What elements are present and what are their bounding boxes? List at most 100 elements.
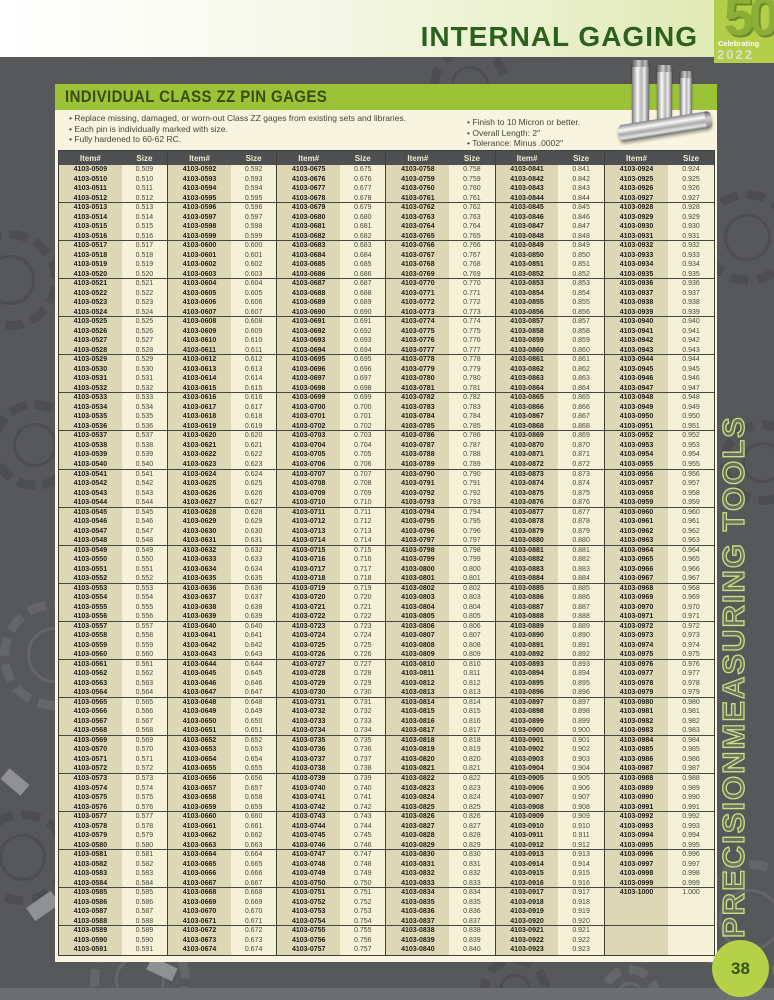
table-row: 4103-0908 0.908 [495, 802, 604, 813]
size-cell: 0.907 [558, 793, 604, 803]
table-row: 4103-0528 0.528 [59, 345, 168, 356]
table-column-pair: Item# Size 4103-0841 0.841 4103-0842 0.842 410… [495, 151, 605, 955]
table-row: 4103-0580 0.580 [59, 840, 168, 851]
size-cell: 0.816 [449, 716, 495, 727]
item-number-cell: 4103-0675 [277, 165, 341, 175]
size-cell: 0.818 [449, 735, 495, 746]
size-cell: 0.943 [668, 345, 714, 355]
item-number-cell: 4103-0615 [168, 383, 231, 393]
table-row: 4103-0992 0.992 [604, 812, 714, 822]
item-number-cell: 4103-0879 [495, 526, 559, 537]
table-row: 4103-0707 0.707 [277, 469, 386, 480]
item-number-cell: 4103-0598 [168, 222, 231, 232]
table-row: 4103-0662 0.662 [168, 831, 277, 841]
size-cell: 0.968 [668, 583, 714, 594]
item-number-cell: 4103-0519 [59, 260, 122, 270]
size-cell: 0.697 [340, 374, 386, 384]
item-number-cell: 4103-0847 [495, 222, 559, 232]
table-row: 4103-0548 0.548 [59, 536, 168, 546]
size-cell: 0.995 [668, 840, 714, 850]
table-row: 4103-0832 0.832 [386, 869, 495, 879]
item-number-cell: 4103-0795 [386, 517, 450, 527]
table-row: 4103-0739 0.739 [277, 774, 386, 784]
item-number-cell: 4103-0693 [277, 336, 341, 346]
table-row: 4103-0682 0.682 [277, 231, 386, 242]
size-cell: 0.967 [668, 574, 714, 583]
size-cell: 0.700 [340, 402, 386, 413]
table-row: 4103-0966 0.966 [604, 564, 714, 575]
item-number-cell: 4103-0661 [168, 821, 231, 832]
table-row: 4103-0846 0.846 [495, 212, 604, 223]
item-number-cell: 4103-0666 [168, 869, 231, 879]
table-row: 4103-0830 0.830 [386, 850, 495, 860]
side-vertical-text: PRECISIONMEASURING TOOLS [715, 415, 751, 939]
item-number-cell: 4103-0761 [386, 193, 450, 203]
table-row: 4103-0990 0.990 [604, 793, 714, 803]
item-number-cell: 4103-0606 [168, 298, 231, 308]
table-row: 4103-0769 0.769 [386, 269, 495, 280]
item-number-cell: 4103-0751 [277, 888, 341, 898]
size-cell: 0.684 [340, 250, 386, 261]
item-number-cell: 4103-0853 [495, 279, 559, 289]
size-cell: 0.529 [121, 355, 168, 365]
item-number-cell: 4103-0552 [59, 574, 122, 583]
item-number-cell: 4103-0906 [495, 783, 559, 794]
table-row: 4103-0765 0.765 [386, 231, 495, 242]
size-cell: 0.550 [121, 555, 168, 565]
item-number-cell: 4103-0960 [604, 507, 669, 518]
table-row: 4103-0712 0.712 [277, 517, 386, 527]
size-cell: 0.812 [449, 678, 495, 689]
table-row: 4103-0938 0.938 [604, 298, 714, 308]
table-row: 4103-0603 0.603 [168, 269, 277, 280]
item-number-cell: 4103-0913 [495, 850, 559, 860]
item-number-cell: 4103-0921 [495, 926, 559, 936]
item-number-cell [604, 926, 669, 936]
size-cell: 0.680 [340, 212, 386, 223]
table-row: 4103-0991 0.991 [604, 802, 714, 813]
item-number-cell: 4103-0566 [59, 707, 122, 717]
table-row: 4103-0847 0.847 [495, 222, 604, 232]
table-row: 4103-0890 0.890 [495, 631, 604, 641]
size-cell: 0.662 [230, 831, 277, 841]
item-number-cell: 4103-0899 [495, 716, 559, 727]
size-cell: 0.800 [449, 564, 495, 575]
size-cell: 0.822 [449, 774, 495, 784]
table-row: 4103-0643 0.643 [168, 650, 277, 660]
item-number-cell: 4103-0534 [59, 402, 122, 413]
size-cell: 0.909 [558, 812, 604, 822]
item-number-cell: 4103-0780 [386, 374, 450, 384]
size-cell: 0.784 [449, 412, 495, 422]
item-number-cell: 4103-0975 [604, 650, 669, 659]
size-cell: 0.895 [558, 678, 604, 689]
size-cell: 0.601 [230, 250, 277, 261]
table-row: 4103-0678 0.678 [277, 193, 386, 204]
size-cell: 0.692 [340, 326, 386, 337]
table-rows: 4103-0675 0.675 4103-0676 0.676 4103-0677 0.6… [277, 165, 386, 955]
size-cell: 0.755 [340, 926, 386, 936]
size-cell: 0.753 [340, 907, 386, 917]
table-row: 4103-0984 0.984 [604, 735, 714, 746]
table-row: 4103-0771 0.771 [386, 288, 495, 299]
table-row: 4103-0702 0.702 [277, 421, 386, 432]
item-number-cell: 4103-0862 [495, 364, 559, 375]
size-cell: 0.947 [668, 383, 714, 393]
pin-gage-image [657, 65, 672, 125]
item-number-cell: 4103-0536 [59, 421, 122, 431]
size-cell: 0.592 [230, 165, 277, 175]
size-cell: 0.530 [121, 364, 168, 375]
item-number-cell: 4103-0877 [495, 507, 559, 518]
table-column-pair: Item# Size 4103-0592 0.592 4103-0593 0.593 410… [168, 151, 278, 955]
size-column-header: Size [136, 153, 153, 163]
size-cell: 0.695 [340, 355, 386, 365]
size-cell: 0.739 [340, 774, 386, 784]
item-number-cell: 4103-0557 [59, 621, 122, 632]
table-row: 4103-0955 0.955 [604, 459, 714, 470]
size-cell: 0.810 [449, 659, 495, 670]
table-row: 4103-0677 0.677 [277, 184, 386, 194]
item-number-cell: 4103-0673 [168, 935, 231, 946]
size-cell: 0.584 [121, 878, 168, 888]
item-number-cell: 4103-0997 [604, 859, 669, 870]
table-row: 4103-0778 0.778 [386, 355, 495, 365]
item-number-cell: 4103-0747 [277, 850, 341, 860]
size-cell: 0.855 [558, 298, 604, 308]
